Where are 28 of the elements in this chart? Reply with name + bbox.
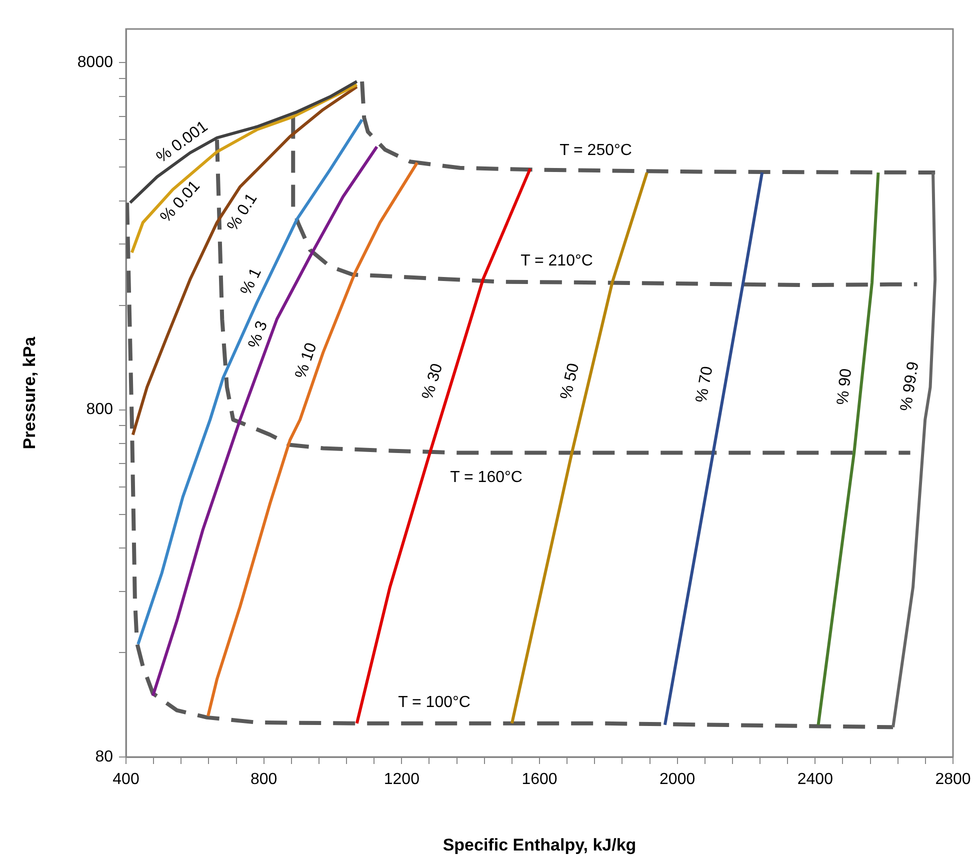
series-label: T = 250°C xyxy=(560,142,632,159)
text: % 0.1 xyxy=(224,190,261,234)
text: % 30 xyxy=(419,362,446,402)
y-axis-title: Pressure, kPa xyxy=(20,336,39,450)
y-tick-label: 8000 xyxy=(77,54,114,72)
text: % 99.9 xyxy=(898,360,922,412)
x-tick-label: 1200 xyxy=(384,771,420,788)
y-tick-label: 80 xyxy=(95,748,114,766)
x-tick-label: 2800 xyxy=(935,771,971,788)
text: % 1 xyxy=(238,266,265,298)
x-tick-label: 400 xyxy=(112,771,140,788)
text: % 0.01 xyxy=(157,178,204,226)
x-axis-title: Specific Enthalpy, kJ/kg xyxy=(442,835,636,854)
series-label: T = 100°C xyxy=(398,694,470,711)
series-label: T = 160°C xyxy=(450,469,522,486)
x-tick-label: 2400 xyxy=(797,771,834,788)
text: % 90 xyxy=(834,368,856,406)
text: % 50 xyxy=(558,362,583,402)
line-series xyxy=(360,79,938,175)
text: % 10 xyxy=(292,340,320,381)
line-series xyxy=(291,114,920,288)
x-tick-label: 2000 xyxy=(660,771,696,788)
y-tick-label: 800 xyxy=(86,401,114,418)
text: % 70 xyxy=(693,364,716,404)
series-label: T = 210°C xyxy=(520,252,593,270)
x-tick-label: 1600 xyxy=(522,771,558,788)
x-tick-label: 800 xyxy=(250,771,278,788)
text: % 3 xyxy=(246,318,272,351)
